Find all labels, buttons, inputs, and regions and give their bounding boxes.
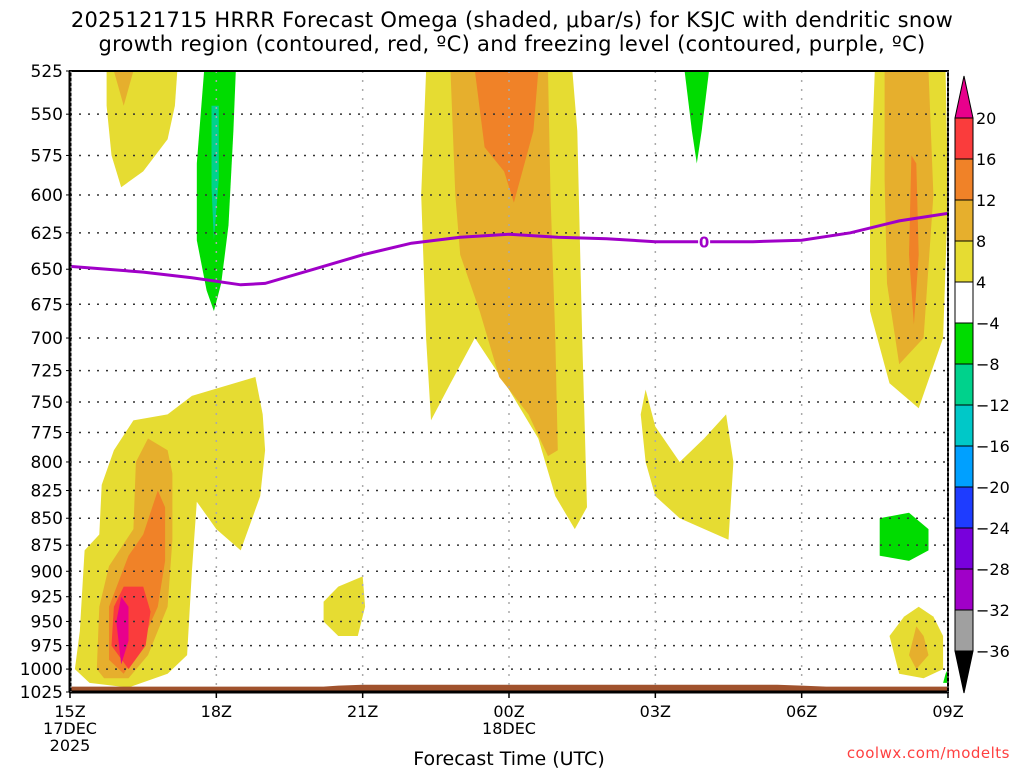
y-tick-label: 625 (31, 224, 63, 244)
y-tick-label: 675 (31, 295, 63, 315)
colorbar-label: 12 (976, 191, 996, 210)
colorbar-bin (954, 117, 974, 160)
y-tick-label: 575 (31, 146, 63, 166)
x-tick-label: 00Z (493, 702, 524, 721)
y-tick-label: 650 (31, 260, 63, 280)
x-tick-sublabel: 18DEC (482, 719, 536, 738)
omega-region (450, 71, 558, 457)
colorbar-label: −12 (976, 396, 1010, 415)
colorbar-bin (954, 199, 974, 242)
colorbar-label: 8 (976, 232, 986, 251)
omega-region (640, 389, 734, 540)
omega-region (884, 71, 934, 365)
x-axis-title: Forecast Time (UTC) (413, 748, 604, 768)
omega-region (211, 105, 219, 241)
colorbar-label: −4 (976, 314, 1000, 333)
colorbar-bin (954, 609, 974, 652)
colorbar-label: 4 (976, 273, 986, 292)
y-tick-label: 725 (31, 362, 63, 382)
omega-region (943, 669, 948, 683)
omega-region (113, 71, 134, 106)
y-tick-label: 900 (31, 562, 63, 582)
x-tick-label: 15Z (54, 702, 85, 721)
y-tick-label: 800 (31, 453, 63, 473)
y-tick-label: 600 (31, 186, 63, 206)
omega-region (106, 71, 178, 188)
colorbar-label: −20 (976, 478, 1010, 497)
omega-region (323, 576, 366, 636)
omega-region (879, 512, 929, 561)
colorbar-bin (954, 281, 974, 324)
colorbar-label: −28 (976, 560, 1010, 579)
colorbar-bin (954, 527, 974, 570)
colorbar-label: −24 (976, 519, 1010, 538)
chart-title-line-1: 2025121715 HRRR Forecast Omega (shaded, … (70, 8, 954, 32)
omega-region (116, 596, 129, 665)
freezing-level-contour: 0 (70, 211, 948, 287)
y-tick-label: 950 (31, 612, 63, 632)
colorbar: 20 16 12 8 4 −4 −8 −12 −16 −20 −24 −28 −32 −36 (954, 75, 1010, 694)
colorbar-bin (954, 404, 974, 447)
colorbar-label: −32 (976, 601, 1010, 620)
freezing-level-label-bg (698, 234, 711, 249)
omega-region (909, 626, 929, 670)
y-tick-label: 525 (31, 62, 63, 82)
colorbar-bin (954, 445, 974, 488)
y-tick-label: 1025 (20, 683, 63, 703)
y-tick-label: 825 (31, 482, 63, 502)
credit-link[interactable]: coolwx.com/modelts (847, 744, 1010, 762)
colorbar-bin (954, 486, 974, 529)
colorbar-bottom-arrow (954, 650, 974, 694)
colorbar-label: −16 (976, 437, 1010, 456)
y-tick-label: 775 (31, 423, 63, 443)
colorbar-bin (954, 322, 974, 365)
omega-region (474, 71, 539, 203)
x-tick-sublabel: 17DEC (43, 719, 97, 738)
colorbar-bin (954, 158, 974, 201)
omega-shading (74, 71, 948, 688)
colorbar-top-arrow (954, 75, 974, 119)
omega-region (684, 71, 709, 164)
colorbar-label: −8 (976, 355, 1000, 374)
x-tick-label: 06Z (786, 702, 817, 721)
colorbar-bin (954, 363, 974, 406)
y-tick-label: 750 (31, 393, 63, 413)
freezing-level-label: 0 (699, 234, 709, 252)
y-tick-label: 850 (31, 509, 63, 529)
colorbar-bin (954, 568, 974, 611)
y-axis: 525 550 575 600 625 650 675 700 725 750 775 800 825 8… (20, 62, 70, 703)
x-tick-label: 18Z (201, 702, 232, 721)
colorbar-label: 20 (976, 109, 996, 128)
y-tick-label: 1000 (20, 660, 63, 680)
x-tick-label: 03Z (640, 702, 671, 721)
y-tick-label: 700 (31, 329, 63, 349)
colorbar-bin (954, 240, 974, 283)
y-tick-label: 925 (31, 588, 63, 608)
y-tick-label: 975 (31, 637, 63, 657)
x-tick-sublabel: 2025 (50, 736, 91, 755)
omega-region (909, 155, 919, 325)
colorbar-label: 16 (976, 150, 996, 169)
freezing-level-line (70, 211, 948, 287)
x-tick-label: 09Z (932, 702, 963, 721)
y-tick-label: 550 (31, 105, 63, 125)
x-tick-label: 21Z (347, 702, 378, 721)
chart-title-line-2: growth region (contoured, red, ºC) and f… (98, 32, 926, 56)
colorbar-label: −36 (976, 642, 1010, 661)
y-tick-label: 875 (31, 536, 63, 556)
